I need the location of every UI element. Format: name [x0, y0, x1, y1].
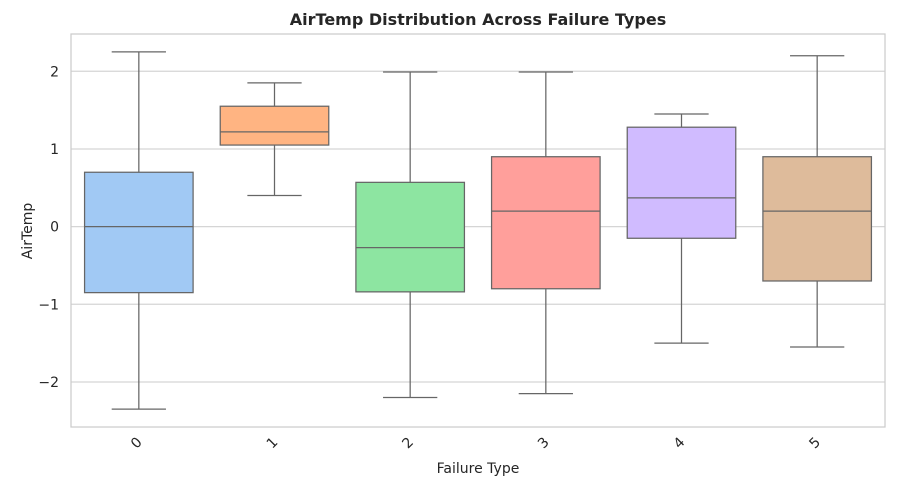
x-tick-label: 1	[264, 435, 282, 453]
y-tick-label: −1	[38, 297, 59, 313]
iqr-box	[355, 181, 466, 293]
x-axis-label: Failure Type	[437, 461, 520, 477]
y-tick-label: 2	[50, 64, 59, 80]
x-tick-label: 2	[399, 435, 417, 453]
boxes-group	[83, 51, 873, 410]
x-tick-labels: 0 1 2 3 4 5	[128, 434, 824, 452]
box-3	[490, 71, 601, 395]
x-tick-label: 5	[806, 435, 824, 453]
box-4	[626, 113, 737, 344]
chart-title: AirTemp Distribution Across Failure Type…	[290, 10, 666, 29]
plot-frame	[70, 33, 886, 428]
y-tick-labels: 2 1 0 −1 −2	[38, 64, 59, 391]
y-axis-label: AirTemp	[20, 203, 36, 260]
box-2	[355, 71, 466, 399]
x-tick-label: 3	[535, 435, 553, 453]
iqr-box	[626, 126, 737, 239]
grid-lines	[71, 70, 885, 383]
x-tick-label: 4	[671, 434, 689, 452]
iqr-box	[762, 156, 873, 282]
iqr-box	[219, 105, 330, 146]
x-tick-label: 0	[128, 435, 146, 453]
y-tick-label: 0	[50, 220, 59, 236]
box-1	[219, 82, 330, 197]
y-tick-label: 1	[50, 142, 59, 158]
box-0	[83, 51, 194, 410]
iqr-box	[490, 156, 601, 290]
iqr-box	[83, 171, 194, 294]
y-tick-label: −2	[38, 375, 59, 391]
box-5	[762, 55, 873, 348]
